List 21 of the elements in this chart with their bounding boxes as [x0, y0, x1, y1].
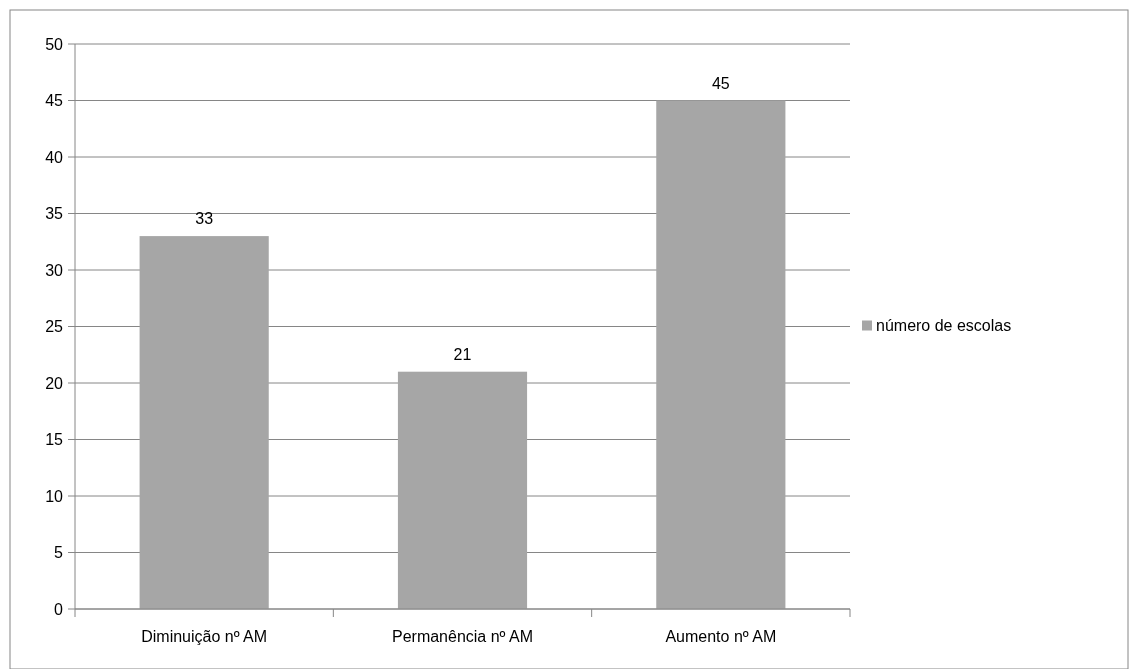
y-tick-label: 30 [45, 261, 64, 279]
y-tick-label: 0 [54, 600, 64, 618]
x-tick-label: Permanência nº AM [391, 628, 534, 645]
y-tick-label: 20 [45, 374, 64, 392]
y-tick-label: 50 [45, 35, 64, 53]
data-label: 21 [453, 345, 472, 363]
data-label: 45 [711, 74, 730, 92]
x-tick-label: Aumento nº AM [665, 628, 777, 645]
bar [139, 236, 269, 609]
y-tick-label: 40 [45, 148, 64, 166]
legend-label: número de escolas [876, 317, 1012, 335]
y-tick-label: 5 [54, 544, 64, 562]
data-label: 33 [195, 210, 214, 228]
y-tick-label: 35 [45, 205, 64, 223]
bar [397, 371, 528, 609]
bar [656, 100, 786, 609]
y-tick-label: 45 [45, 92, 64, 110]
y-tick-label: 25 [45, 318, 64, 336]
y-tick-label: 15 [45, 431, 64, 449]
y-tick-label: 10 [45, 487, 64, 505]
x-tick-label: Diminuição nº AM [141, 628, 268, 645]
